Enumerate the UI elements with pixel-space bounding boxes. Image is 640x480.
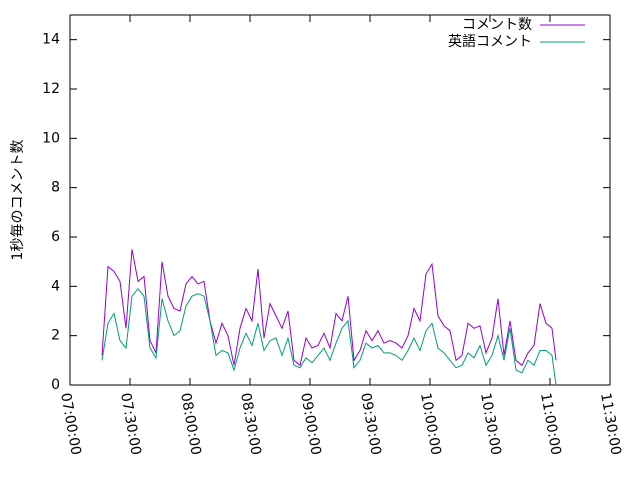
y-tick-label: 0 — [51, 377, 60, 393]
y-tick-label: 10 — [42, 130, 60, 146]
plot-frame — [69, 14, 611, 386]
x-tick-label: 07:00:00 — [57, 392, 84, 457]
y-axis-label: 1秒毎のコメント数 — [10, 140, 26, 261]
y-tick-label: 6 — [51, 229, 60, 245]
x-tick-label: 10:00:00 — [417, 392, 444, 457]
series-line — [101, 288, 557, 386]
y-tick-label: 2 — [51, 328, 60, 344]
x-tick-label: 09:30:00 — [357, 392, 384, 457]
legend-label: コメント数 — [462, 17, 532, 33]
legend-label: 英語コメント — [448, 33, 532, 50]
y-tick-label: 4 — [51, 278, 60, 294]
x-tick-label: 07:30:00 — [117, 392, 144, 457]
x-tick-label: 08:00:00 — [177, 392, 204, 457]
x-tick-label: 11:30:00 — [597, 392, 624, 457]
y-tick-label: 12 — [42, 81, 60, 97]
x-tick-label: 09:00:00 — [297, 392, 324, 457]
y-tick-label: 8 — [51, 180, 60, 196]
x-tick-label: 10:30:00 — [477, 392, 504, 457]
x-tick-label: 08:30:00 — [237, 392, 264, 457]
series-line — [101, 249, 557, 367]
x-tick-label: 11:00:00 — [537, 392, 564, 457]
y-tick-label: 14 — [42, 32, 60, 48]
